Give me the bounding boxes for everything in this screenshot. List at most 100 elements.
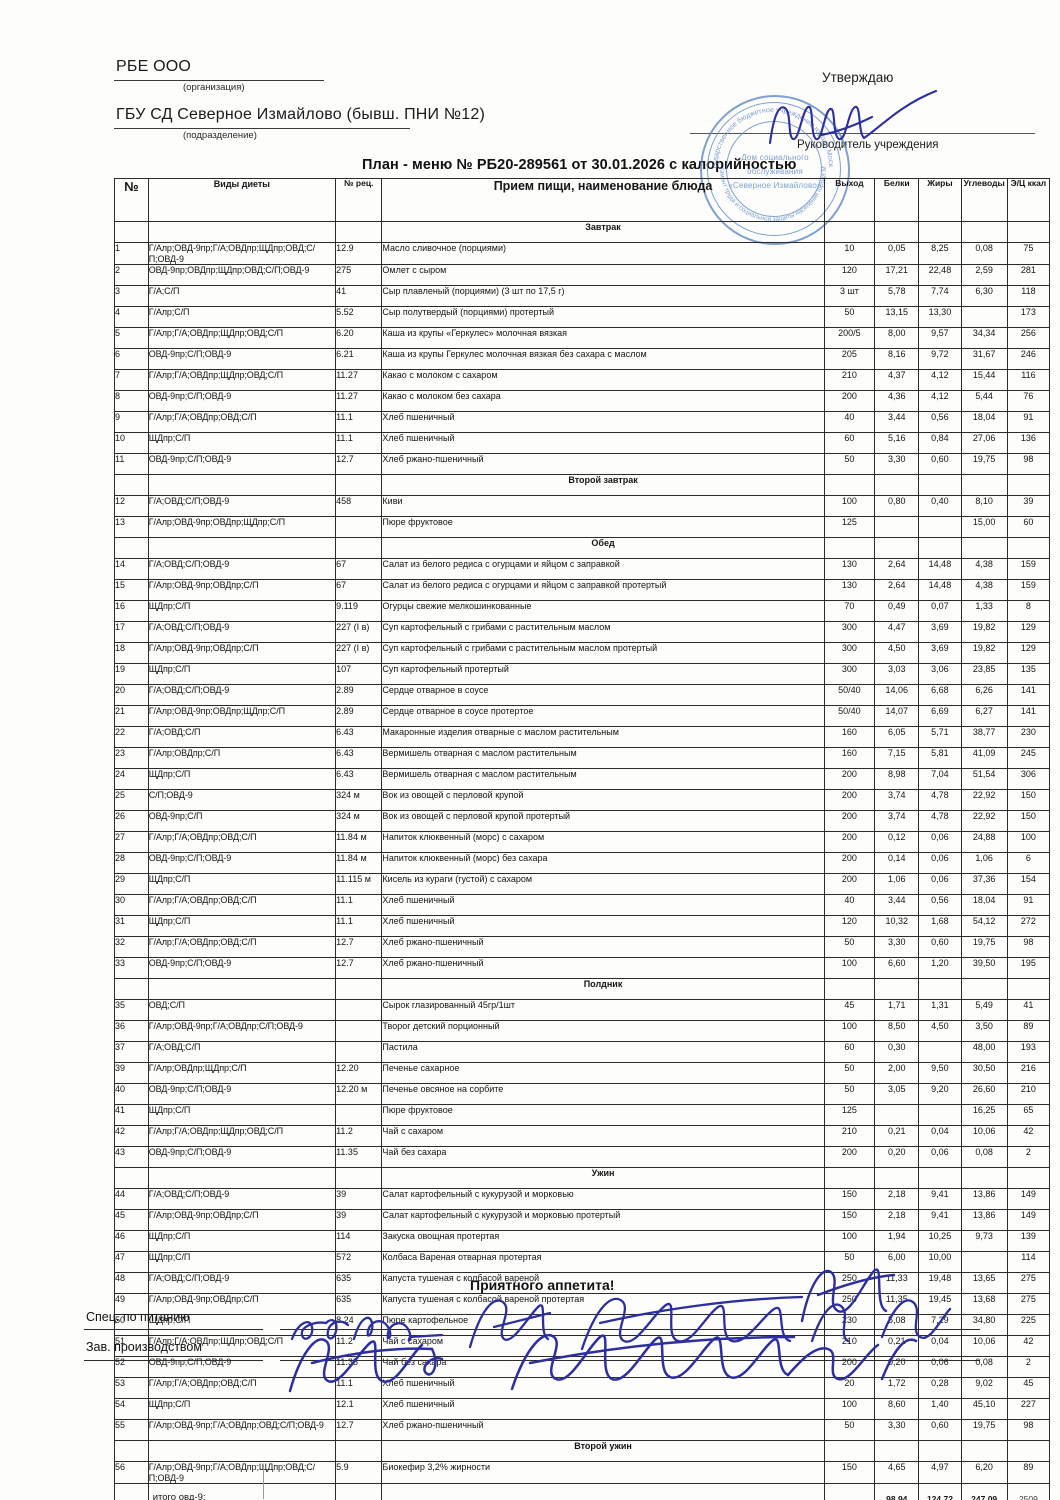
- row-recipe-no: 11.2: [335, 1125, 383, 1148]
- row-fat: 7,74: [918, 285, 962, 308]
- meal-blank-cell: [823, 978, 876, 1001]
- row-kcal: 76: [1006, 390, 1051, 413]
- row-dish-name: Кисель из кураги (густой) с сахаром: [381, 873, 825, 896]
- row-diet-types: Г/Алр;ОВД-9пр;Г/А;ОВДпр;С/П;ОВД-9: [147, 1020, 337, 1043]
- totals-fat: 124,72: [918, 1483, 962, 1500]
- row-diet-types: Г/А;ОВД;С/П;ОВД-9: [147, 684, 337, 707]
- row-protein: 5,16: [874, 432, 920, 455]
- row-number: 5: [114, 327, 149, 350]
- row-number: 22: [114, 726, 149, 749]
- row-kcal: 41: [1006, 999, 1051, 1022]
- table-row: 54 ЩДпр;С/П 12.1 Хлеб пшеничный 100 8,60 1,40 4…: [114, 1398, 1051, 1421]
- meal-blank-cell: [335, 978, 383, 1001]
- row-kcal: 159: [1006, 579, 1051, 602]
- row-number: 40: [114, 1083, 149, 1106]
- subdivision-name: ГБУ СД Северное Измайлово (бывш. ПНИ №12…: [116, 106, 485, 123]
- table-row: 37 Г/А;ОВД;С/П Пастила 60 0,30 48,00 193: [114, 1041, 1051, 1064]
- meal-blank-cell: [918, 537, 962, 560]
- row-dish-name: Пастила: [381, 1041, 825, 1064]
- row-fat: 4,78: [918, 789, 962, 812]
- row-carb: 48,00: [960, 1041, 1008, 1064]
- row-dish-name: Какао с молоком без сахара: [381, 390, 825, 413]
- row-output: 60: [823, 1041, 876, 1064]
- meal-blank-cell: [874, 474, 920, 497]
- row-recipe-no: 12.7: [335, 936, 383, 959]
- row-diet-types: ОВД;С/П: [147, 999, 337, 1022]
- approve-sub-label: Руководитель учреждения: [797, 139, 939, 151]
- meal-blank-cell: [960, 221, 1008, 243]
- row-fat: 14,48: [918, 558, 962, 581]
- row-diet-types: Г/Алр;ОВД-9пр;ОВДпр;ЩДпр;С/П: [147, 705, 337, 728]
- totals-carb: 247,09: [960, 1483, 1008, 1500]
- row-kcal: 230: [1006, 726, 1051, 749]
- row-dish-name: Сердце отварное в соусе протертое: [381, 705, 825, 728]
- row-dish-name: Хлеб ржано-пшеничный: [381, 957, 825, 980]
- row-carb: 1,06: [960, 852, 1008, 875]
- table-row: 18 Г/Алр;ОВД-9пр;ОВДпр;С/П 227 (I в) Суп ка…: [114, 642, 1051, 665]
- row-dish-name: Какао с молоком с сахаром: [381, 369, 825, 392]
- row-recipe-no: 12.7: [335, 957, 383, 980]
- row-protein: 8,98: [874, 768, 920, 791]
- row-output: 150: [823, 1188, 876, 1211]
- row-dish-name: Пюре фруктовое: [381, 1104, 825, 1127]
- row-dish-name: Омлет с сыром: [381, 264, 825, 287]
- row-protein: 2,64: [874, 558, 920, 581]
- totals-kcal: 2509: [1006, 1483, 1051, 1500]
- row-output: 50: [823, 1419, 876, 1442]
- row-fat: 1,31: [918, 999, 962, 1022]
- meal-section-row: Второй завтрак: [114, 474, 1051, 497]
- row-dish-name: Сырок глазированный 45гр/1шт: [381, 999, 825, 1022]
- row-output: 200: [823, 1146, 876, 1169]
- row-kcal: 75: [1006, 241, 1051, 266]
- row-kcal: 6: [1006, 852, 1051, 875]
- header-carb: Углеводы: [960, 178, 1008, 222]
- meal-blank-cell: [823, 1440, 876, 1463]
- row-dish-name: Макаронные изделия отварные с маслом рас…: [381, 726, 825, 749]
- row-number: 28: [114, 852, 149, 875]
- totals-blank: [823, 1483, 876, 1500]
- row-kcal: 91: [1006, 411, 1051, 434]
- row-dish-name: Вок из овощей с перловой крупой: [381, 789, 825, 812]
- meal-name: Второй завтрак: [381, 474, 825, 497]
- row-output: 120: [823, 915, 876, 938]
- meal-blank-cell: [874, 221, 920, 243]
- row-output: 50: [823, 306, 876, 329]
- row-number: 46: [114, 1230, 149, 1253]
- table-row: 16 ЩДпр;С/П 9.119 Огурцы свежие мелкошинков…: [114, 600, 1051, 623]
- row-protein: [874, 516, 920, 539]
- row-output: 40: [823, 411, 876, 434]
- table-header-row: № Виды диеты № рец. Прием пищи, наименов…: [114, 178, 1051, 222]
- table-row: 27 Г/Алр;Г/А;ОВДпр;ОВД;С/П 11.84 м Напиток …: [114, 831, 1051, 854]
- table-row: 56 Г/Алр;ОВД-9пр;Г/А;ОВДпр;ЩДпр;ОВД;С/П;О…: [114, 1461, 1051, 1485]
- row-diet-types: Г/Алр;ОВД-9пр;ОВДпр;С/П: [147, 642, 337, 665]
- row-diet-types: ЩДпр;С/П: [147, 1104, 337, 1127]
- row-fat: 4,97: [918, 1461, 962, 1485]
- row-carb: 13,86: [960, 1209, 1008, 1232]
- row-recipe-no: [335, 1020, 383, 1043]
- meal-blank-cell: [335, 1167, 383, 1190]
- meal-blank-cell: [114, 221, 149, 243]
- row-output: 50: [823, 1062, 876, 1085]
- row-protein: 8,00: [874, 327, 920, 350]
- row-protein: 3,30: [874, 1419, 920, 1442]
- meal-blank-cell: [960, 1167, 1008, 1190]
- row-fat: 0,60: [918, 1419, 962, 1442]
- row-carb: 24,88: [960, 831, 1008, 854]
- row-protein: 3,74: [874, 810, 920, 833]
- row-carb: 13,86: [960, 1188, 1008, 1211]
- row-output: 100: [823, 495, 876, 518]
- meal-blank-cell: [114, 474, 149, 497]
- row-dish-name: Творог детский порционный: [381, 1020, 825, 1043]
- meal-section-row: Завтрак: [114, 221, 1051, 243]
- meal-blank-cell: [147, 474, 337, 497]
- row-dish-name: Биокефир 3,2% жирности: [381, 1461, 825, 1485]
- approve-label: Утверждаю: [822, 70, 894, 85]
- table-row: 46 ЩДпр;С/П 114 Закуска овощная протертая 10…: [114, 1230, 1051, 1253]
- row-dish-name: Суп картофельный протертый: [381, 663, 825, 686]
- row-diet-types: ЩДпр;С/П: [147, 768, 337, 791]
- row-number: 17: [114, 621, 149, 644]
- row-protein: 0,12: [874, 831, 920, 854]
- row-kcal: 159: [1006, 558, 1051, 581]
- row-kcal: 2: [1006, 1146, 1051, 1169]
- row-dish-name: Масло сливочное (порциями): [381, 241, 825, 266]
